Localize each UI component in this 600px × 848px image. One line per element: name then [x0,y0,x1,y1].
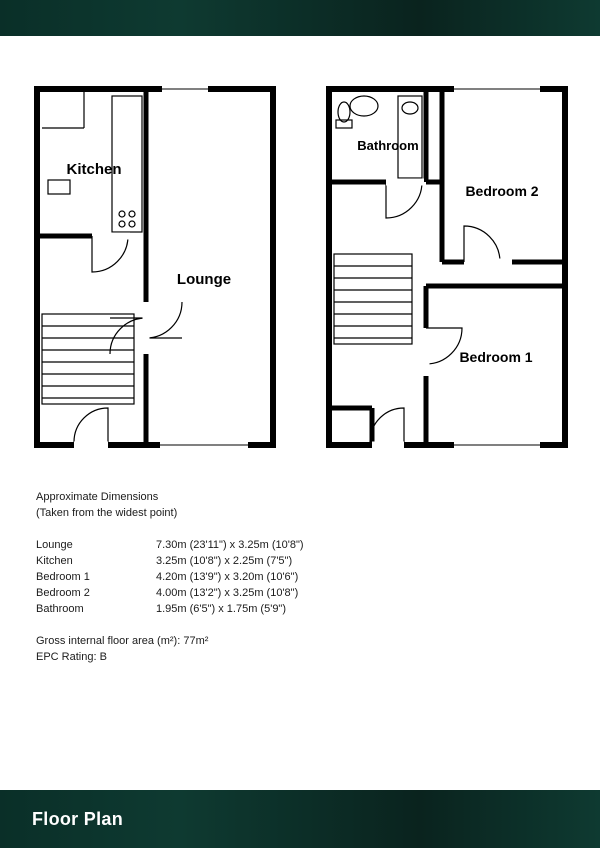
approx-sub: (Taken from the widest point) [36,506,556,522]
footer-band: Floor Plan [0,790,600,848]
gross-area: Gross internal floor area (m²): 77m² [36,634,556,650]
header-band [0,0,600,36]
bedroom1-label: Bedroom 1 [459,349,532,365]
approx-heading: Approximate Dimensions [36,490,556,506]
first-floor: Bathroom Bedroom 2 Bedroom 1 [329,89,565,445]
dim-row: Bedroom 24.00m (13'2") x 3.25m (10'8") [36,586,556,602]
floor-plans: Kitchen Lounge [34,86,572,454]
page-title: Floor Plan [32,809,123,830]
kitchen-label: Kitchen [66,161,121,178]
dimensions-panel: Approximate Dimensions (Taken from the w… [36,490,556,681]
dim-row: Kitchen3.25m (10'8") x 2.25m (7'5") [36,554,556,570]
dim-row: Lounge7.30m (23'11") x 3.25m (10'8") [36,538,556,554]
bedroom2-label: Bedroom 2 [465,183,538,199]
dim-row: Bathroom1.95m (6'5") x 1.75m (5'9") [36,602,556,618]
floorplan-svg: Kitchen Lounge [34,86,572,454]
ground-floor: Kitchen Lounge [37,89,273,445]
dimensions-list: Lounge7.30m (23'11") x 3.25m (10'8") Kit… [36,538,556,618]
dim-row: Bedroom 14.20m (13'9") x 3.20m (10'6") [36,570,556,586]
epc-rating: EPC Rating: B [36,650,556,666]
lounge-label: Lounge [177,271,231,288]
bathroom-label: Bathroom [357,138,418,153]
